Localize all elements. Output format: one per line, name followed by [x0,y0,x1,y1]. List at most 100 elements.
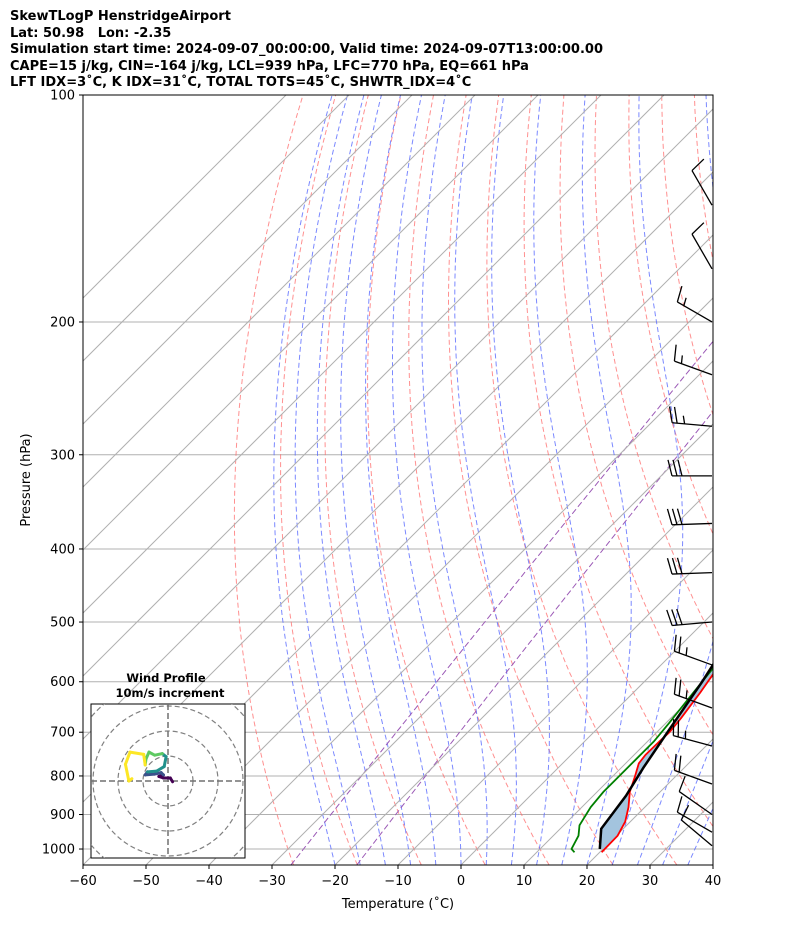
wind-barb-flag [666,558,673,575]
title-indices: LFT IDX=3˚C, K IDX=31˚C, TOTAL TOTS=45˚C… [10,75,472,90]
x-tick-label: 40 [705,874,722,889]
hodograph-segment [127,777,134,783]
wind-barb [666,508,713,526]
wind-barb [667,459,712,477]
x-tick-label: 10 [516,874,533,889]
isotherm-line [83,95,539,551]
title-station: SkewTLogP HenstridgeAirport [10,9,231,24]
wind-barb-flag [666,609,673,626]
title-times: Simulation start time: 2024-09-07_00:00:… [10,42,603,57]
wind-barb-flag [671,508,678,525]
wind-barb [678,775,713,816]
dry-adiabat-line [594,95,713,640]
wind-barb-staff [674,693,713,709]
isotherm-line [145,297,713,865]
wind-barb-flag [691,222,705,235]
wind-barb [673,677,713,709]
x-tick-label: −20 [321,874,348,889]
wind-barb-flag [676,508,683,525]
moist-adiabat-line [316,95,386,865]
hodograph-plot [91,704,245,858]
cape-shading [599,664,713,849]
wind-barb [676,285,713,323]
moist-adiabat-line [712,863,713,865]
isotherm-line [83,95,350,362]
isotherm-line [586,738,713,865]
y-tick-label: 1000 [42,843,75,858]
x-tick-label: −40 [195,874,222,889]
title-coordinates: Lat: 50.98 Lon: -2.35 [10,25,172,41]
x-tick-label: −30 [258,874,285,889]
wind-barb-flag [667,459,673,477]
moist-adiabat-line [454,95,517,865]
wind-barb-staff [674,650,713,666]
wind-barbs [666,158,713,847]
sounding-profiles [570,662,713,853]
y-tick-label: 200 [50,315,75,330]
hodograph-segment [123,750,132,766]
isotherm-line [83,95,602,614]
wind-barb-flag [677,459,683,477]
isotherm-line [712,864,713,865]
wind-barb-staff [672,572,713,575]
wind-barb-staff [672,522,713,526]
hodograph-segment [162,755,168,769]
isotherm-line [208,360,713,865]
moist-adiabat-line [340,95,412,865]
hodograph-subtitle: 10m/s increment [116,686,225,700]
wind-barb [691,158,713,206]
y-tick-label: 400 [50,542,75,557]
wind-barb-flag [671,557,678,575]
moist-adiabat-line [636,95,713,865]
wind-barb-flag [678,755,682,773]
isotherm-line [83,95,287,299]
y-tick-label: 700 [50,726,75,741]
moist-adiabat-line [491,95,550,865]
isotherm-line [460,612,713,865]
moist-adiabat-line [421,95,488,865]
dry-adiabat-line [727,95,794,865]
dry-adiabat-line [486,95,678,865]
wind-barb-staff [673,734,713,747]
isotherm-line [334,486,713,865]
wind-barb-flag [671,609,678,626]
wind-barb-staff [677,811,713,833]
wind-barb-flag [678,636,682,654]
dry-adiabat-line [559,95,713,736]
hodograph-segment [123,762,131,783]
isotherm-line [83,108,713,740]
x-tick-label: −60 [69,874,96,889]
isotherm-line [649,801,713,865]
wind-barb-staff [691,233,713,270]
wind-barb-half-flag [685,690,688,699]
x-tick-label: 20 [579,874,596,889]
wind-barb-flag [668,406,673,423]
wind-barb-half-flag [683,297,687,306]
y-axis-ticks: 100 200 300 400 500 600 700 800 900 1000 [42,89,83,858]
x-tick-label: −50 [132,874,159,889]
y-tick-label: 100 [50,89,75,104]
wind-barb-flag [673,677,677,695]
wind-barb-flag [673,634,677,652]
wind-barb-staff [672,422,713,427]
isotherm-line [397,549,713,865]
moist-adiabat-line [273,95,336,865]
wind-barb-flag [676,796,683,813]
y-tick-label: 800 [50,769,75,784]
wind-barb-half-flag [682,415,686,424]
wind-barb-staff [677,301,713,323]
wind-barb-flag [673,406,678,424]
wind-barb [668,406,713,427]
wind-barb-flag [678,679,682,697]
hodograph-segment [142,752,147,767]
x-axis-ticks: −60 −50 −40 −30 −20 −10 0 10 20 30 40 [69,865,721,889]
y-tick-label: 900 [50,808,75,823]
wind-barb-flag [691,158,705,172]
hodograph-inset: Wind Profile 10m/s increment [90,671,246,859]
dry-adiabat-line [408,95,550,865]
moist-adiabat-line [392,95,462,865]
wind-barb [673,634,713,666]
dry-adiabat-line [661,95,713,417]
moist-adiabat-line [611,95,684,865]
